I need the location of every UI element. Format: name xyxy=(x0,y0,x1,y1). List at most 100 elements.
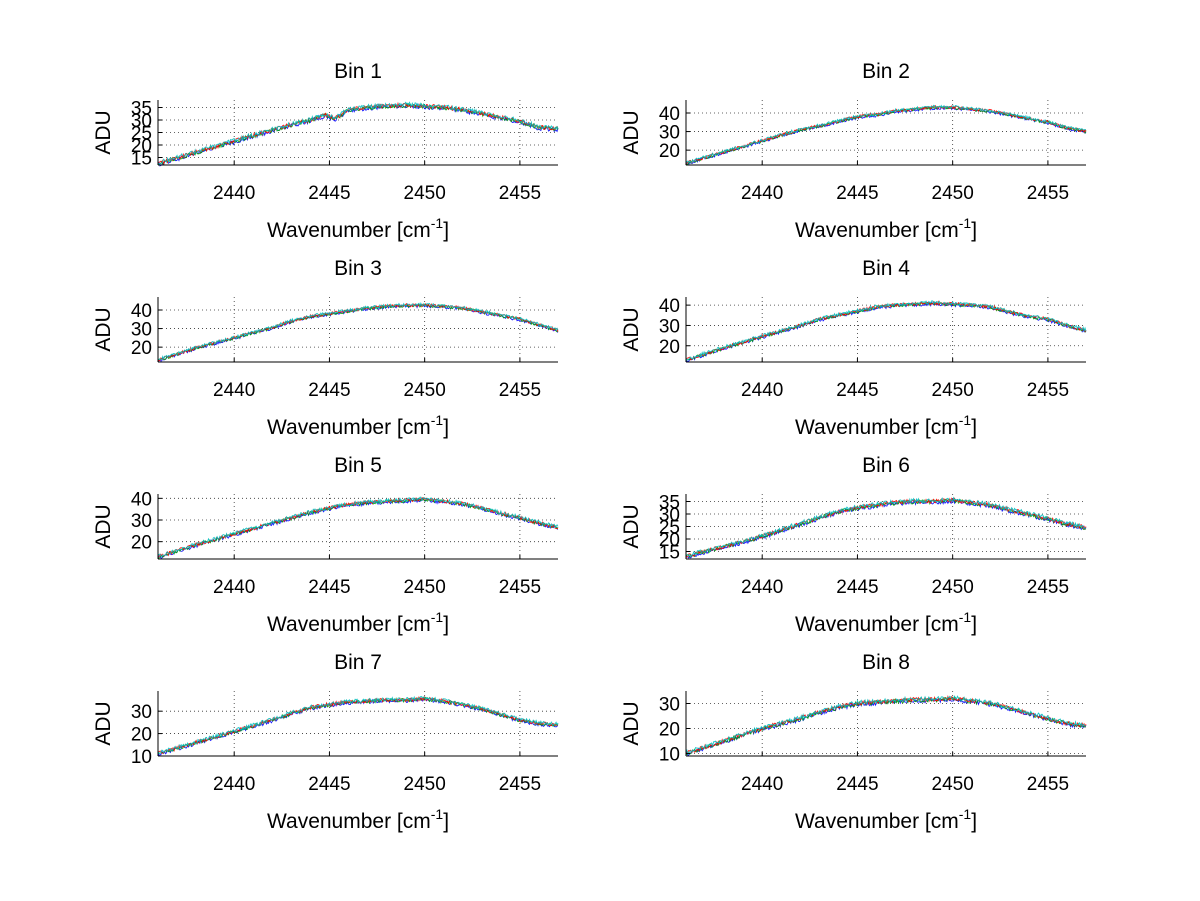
y-tick-label: 40 xyxy=(131,301,152,322)
y-tick-label: 30 xyxy=(131,511,152,532)
series-line-3 xyxy=(685,300,1087,361)
x-tick-label: 2445 xyxy=(308,380,350,401)
x-tick-label: 2445 xyxy=(836,183,878,204)
x-tick-label: 2440 xyxy=(741,577,783,598)
x-tick-label: 2445 xyxy=(308,577,350,598)
series-line-4 xyxy=(685,496,1087,557)
series-line-4 xyxy=(157,101,559,165)
series-line-4 xyxy=(157,695,559,755)
x-axis-label: Wavenumber [cm-1] xyxy=(795,412,977,439)
series-line-1 xyxy=(685,301,1087,363)
series-line-1 xyxy=(157,303,559,362)
y-axis-label: ADU xyxy=(620,701,643,745)
y-tick-label: 10 xyxy=(659,745,680,766)
series-line-2 xyxy=(157,696,559,755)
y-tick-label: 20 xyxy=(659,141,680,162)
x-tick-label: 2440 xyxy=(741,380,783,401)
x-tick-label: 2440 xyxy=(213,577,255,598)
x-tick-label: 2455 xyxy=(499,183,541,204)
y-axis-label: ADU xyxy=(92,307,115,351)
y-tick-label: 30 xyxy=(131,111,152,132)
y-tick-label: 35 xyxy=(131,99,152,120)
y-tick-label: 30 xyxy=(659,505,680,526)
series-line-4 xyxy=(157,496,559,558)
y-tick-label: 20 xyxy=(659,720,680,741)
x-axis-label: Wavenumber [cm-1] xyxy=(267,609,449,636)
y-tick-label: 20 xyxy=(659,337,680,358)
series-line-3 xyxy=(157,497,558,558)
panel-title: Bin 3 xyxy=(334,257,382,280)
y-tick-label: 30 xyxy=(659,316,680,337)
y-tick-label: 15 xyxy=(131,149,152,170)
y-tick-label: 30 xyxy=(659,123,680,144)
x-axis-label: Wavenumber [cm-1] xyxy=(795,609,977,636)
x-tick-label: 2455 xyxy=(499,577,541,598)
series-line-2 xyxy=(685,301,1087,361)
x-tick-label: 2440 xyxy=(213,380,255,401)
x-tick-label: 2455 xyxy=(1027,774,1069,795)
y-tick-label: 40 xyxy=(659,104,680,125)
series-line-1 xyxy=(157,497,559,559)
x-tick-label: 2440 xyxy=(741,774,783,795)
series-line-2 xyxy=(157,102,559,165)
x-tick-label: 2450 xyxy=(932,183,974,204)
series-line-3 xyxy=(157,101,559,166)
y-tick-label: 25 xyxy=(659,518,680,539)
x-axis-label: Wavenumber [cm-1] xyxy=(795,215,977,242)
x-tick-label: 2450 xyxy=(404,380,446,401)
y-axis-label: ADU xyxy=(620,110,643,154)
panel-title: Bin 1 xyxy=(334,60,382,83)
series-line-2 xyxy=(685,696,1087,755)
x-tick-label: 2445 xyxy=(308,774,350,795)
y-axis-label: ADU xyxy=(92,504,115,548)
y-axis-label: ADU xyxy=(620,307,643,351)
series-line-3 xyxy=(157,695,559,754)
y-tick-label: 20 xyxy=(131,533,152,554)
y-tick-label: 20 xyxy=(131,338,152,359)
series-line-1 xyxy=(685,697,1087,757)
y-tick-label: 10 xyxy=(131,747,152,768)
x-axis-label: Wavenumber [cm-1] xyxy=(267,215,449,242)
series-line-3 xyxy=(685,497,1087,558)
series-line-2 xyxy=(685,498,1087,559)
x-tick-label: 2455 xyxy=(1027,577,1069,598)
x-tick-label: 2455 xyxy=(499,774,541,795)
x-tick-label: 2445 xyxy=(836,774,878,795)
panel-title: Bin 4 xyxy=(862,257,910,280)
x-tick-label: 2445 xyxy=(836,577,878,598)
x-tick-label: 2440 xyxy=(213,183,255,204)
y-tick-label: 25 xyxy=(131,124,152,145)
x-tick-label: 2455 xyxy=(1027,380,1069,401)
x-tick-label: 2450 xyxy=(404,577,446,598)
series-line-3 xyxy=(685,104,1087,165)
x-tick-label: 2450 xyxy=(932,774,974,795)
x-tick-label: 2450 xyxy=(932,577,974,598)
panel-title: Bin 2 xyxy=(862,60,910,83)
x-tick-label: 2450 xyxy=(404,774,446,795)
y-axis-label: ADU xyxy=(92,110,115,154)
x-tick-label: 2450 xyxy=(404,183,446,204)
y-tick-label: 15 xyxy=(659,543,680,564)
series-line-4 xyxy=(685,695,1087,755)
series-line-3 xyxy=(685,694,1087,754)
series-line-4 xyxy=(157,302,559,361)
y-tick-label: 40 xyxy=(131,489,152,510)
series-line-1 xyxy=(157,103,559,167)
y-tick-label: 20 xyxy=(131,136,152,157)
y-tick-label: 30 xyxy=(131,320,152,341)
x-tick-label: 2455 xyxy=(1027,183,1069,204)
series-line-4 xyxy=(685,300,1087,361)
panel-title: Bin 7 xyxy=(334,651,382,674)
y-tick-label: 40 xyxy=(659,296,680,317)
x-axis-label: Wavenumber [cm-1] xyxy=(267,806,449,833)
y-tick-label: 35 xyxy=(659,493,680,514)
series-line-3 xyxy=(157,302,559,362)
series-line-1 xyxy=(685,105,1087,166)
x-tick-label: 2445 xyxy=(836,380,878,401)
